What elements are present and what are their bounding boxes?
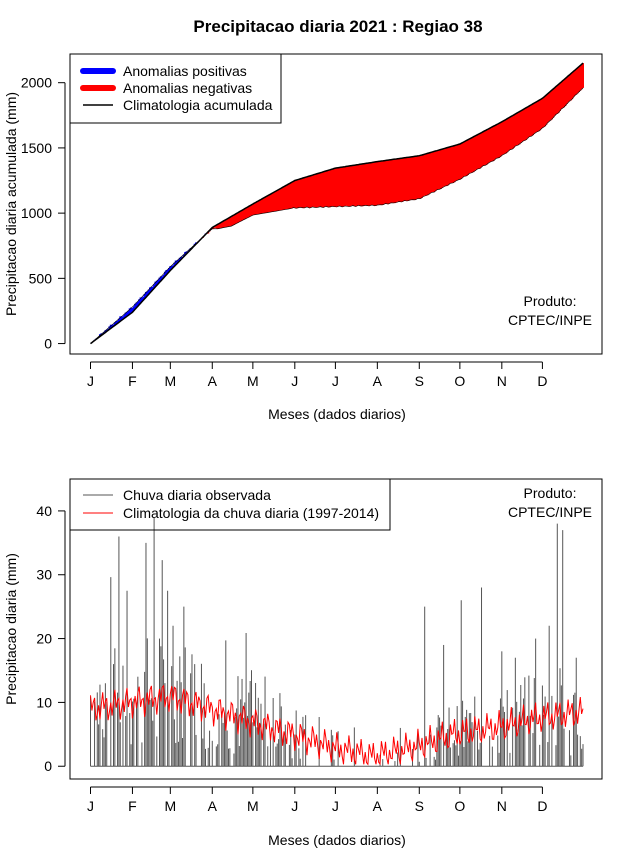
top-x-tick-label: M	[164, 373, 176, 389]
top-x-tick-label: J	[291, 373, 298, 389]
top-x-tick-label: A	[373, 373, 383, 389]
legend-label-clim-daily: Climatologia da chuva diaria (1997-2014)	[123, 505, 379, 521]
top-x-tick-label: F	[128, 373, 137, 389]
observed-cumulative-outline	[90, 87, 584, 344]
bottom-credit-cptec: CPTEC/INPE	[508, 504, 592, 520]
bottom-legend: Chuva diaria observada Climatologia da c…	[69, 478, 391, 531]
bottom-x-tick-label: A	[373, 798, 383, 814]
bottom-y-axis: 0 10 20 30 40	[36, 503, 66, 774]
legend-label-clim: Climatologia acumulada	[123, 97, 273, 113]
bottom-x-tick-label: S	[415, 798, 424, 814]
bottom-x-tick-label: M	[164, 798, 176, 814]
legend-label-positive: Anomalias positivas	[123, 63, 247, 79]
chart-title: Precipitacao diaria 2021 : Regiao 38	[193, 17, 482, 36]
bottom-legend-box	[69, 478, 391, 531]
bottom-x-tick-label: O	[454, 798, 465, 814]
top-y-tick-label: 0	[44, 336, 52, 352]
anomaly-fill-group	[90, 63, 584, 344]
bottom-y-tick-label: 10	[36, 694, 52, 710]
bottom-x-tick-label: F	[128, 798, 137, 814]
top-x-tick-label: J	[87, 373, 94, 389]
bottom-xlabel: Meses (dados diarios)	[268, 832, 406, 848]
daily-panel: 0 10 20 30 40 J F M A M J J A S O N D Meses (dados diar…	[3, 478, 603, 848]
top-y-tick-label: 1000	[21, 205, 52, 221]
bottom-y-tick-label: 0	[44, 758, 52, 774]
top-y-tick-label: 2000	[21, 75, 52, 91]
bottom-y-tick-label: 30	[36, 567, 52, 583]
top-x-tick-label: S	[415, 373, 424, 389]
clim-daily-line	[90, 684, 584, 766]
legend-label-observed: Chuva diaria observada	[123, 487, 271, 503]
legend-label-negative: Anomalias negativas	[123, 80, 252, 96]
top-xlabel: Meses (dados diarios)	[268, 406, 406, 422]
bottom-x-tick-label: D	[537, 798, 547, 814]
top-plot-box	[69, 53, 603, 355]
bottom-ylabel: Precipitacao diaria (mm)	[3, 553, 19, 705]
bottom-credit-produto: Produto:	[524, 485, 577, 501]
bottom-x-tick-label: J	[87, 798, 94, 814]
top-x-tick-label: N	[497, 373, 507, 389]
top-x-tick-label: D	[537, 373, 547, 389]
top-credit-cptec: CPTEC/INPE	[508, 312, 592, 328]
top-x-tick-label: A	[208, 373, 218, 389]
top-x-tick-label: J	[332, 373, 339, 389]
bottom-x-tick-label: A	[208, 798, 218, 814]
bottom-y-tick-label: 20	[36, 631, 52, 647]
top-y-tick-label: 1500	[21, 140, 52, 156]
clim-cumulative-line	[90, 62, 584, 345]
top-x-tick-label: O	[454, 373, 465, 389]
bottom-x-tick-label: J	[291, 798, 298, 814]
top-x-tick-label: M	[247, 373, 259, 389]
bottom-x-tick-label: M	[247, 798, 259, 814]
bottom-x-tick-label: N	[497, 798, 507, 814]
top-legend: Anomalias positivas Anomalias negativas …	[69, 53, 282, 124]
bottom-x-tick-label: J	[332, 798, 339, 814]
top-y-tick-label: 500	[29, 270, 53, 286]
bottom-y-tick-label: 40	[36, 503, 52, 519]
cumulative-panel: 0 500 1000 1500 2000 J F M A M J J A S O N D Meses (dad…	[3, 53, 603, 422]
top-credit-produto: Produto:	[524, 293, 577, 309]
top-y-axis: 0 500 1000 1500 2000	[21, 75, 66, 352]
top-legend-box	[69, 53, 282, 124]
top-ylabel: Precipitacao diaria acumulada (mm)	[3, 92, 19, 316]
